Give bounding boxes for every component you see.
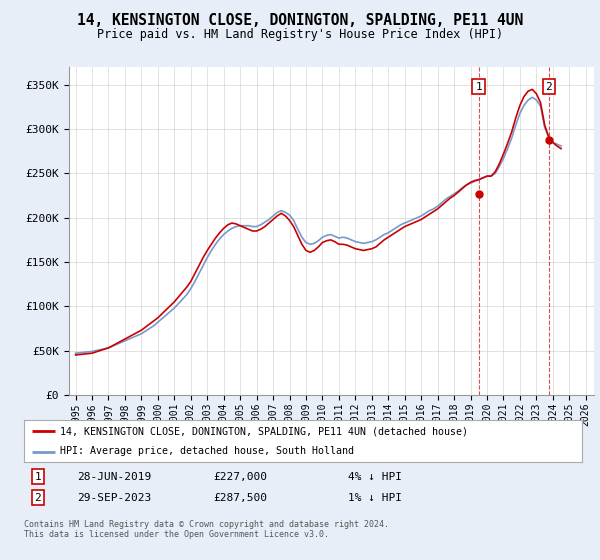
Text: Contains HM Land Registry data © Crown copyright and database right 2024.
This d: Contains HM Land Registry data © Crown c… [24,520,389,539]
Text: 29-SEP-2023: 29-SEP-2023 [77,493,151,502]
Text: 14, KENSINGTON CLOSE, DONINGTON, SPALDING, PE11 4UN (detached house): 14, KENSINGTON CLOSE, DONINGTON, SPALDIN… [60,426,468,436]
Text: 1: 1 [35,472,41,482]
Text: 14, KENSINGTON CLOSE, DONINGTON, SPALDING, PE11 4UN: 14, KENSINGTON CLOSE, DONINGTON, SPALDIN… [77,13,523,28]
Text: 4% ↓ HPI: 4% ↓ HPI [347,472,401,482]
Text: 2: 2 [545,82,552,92]
Text: £227,000: £227,000 [214,472,268,482]
Text: 1: 1 [475,82,482,92]
Text: 2: 2 [35,493,41,502]
Text: HPI: Average price, detached house, South Holland: HPI: Average price, detached house, Sout… [60,446,354,456]
Text: 28-JUN-2019: 28-JUN-2019 [77,472,151,482]
Text: £287,500: £287,500 [214,493,268,502]
Text: 1% ↓ HPI: 1% ↓ HPI [347,493,401,502]
Text: Price paid vs. HM Land Registry's House Price Index (HPI): Price paid vs. HM Land Registry's House … [97,28,503,41]
